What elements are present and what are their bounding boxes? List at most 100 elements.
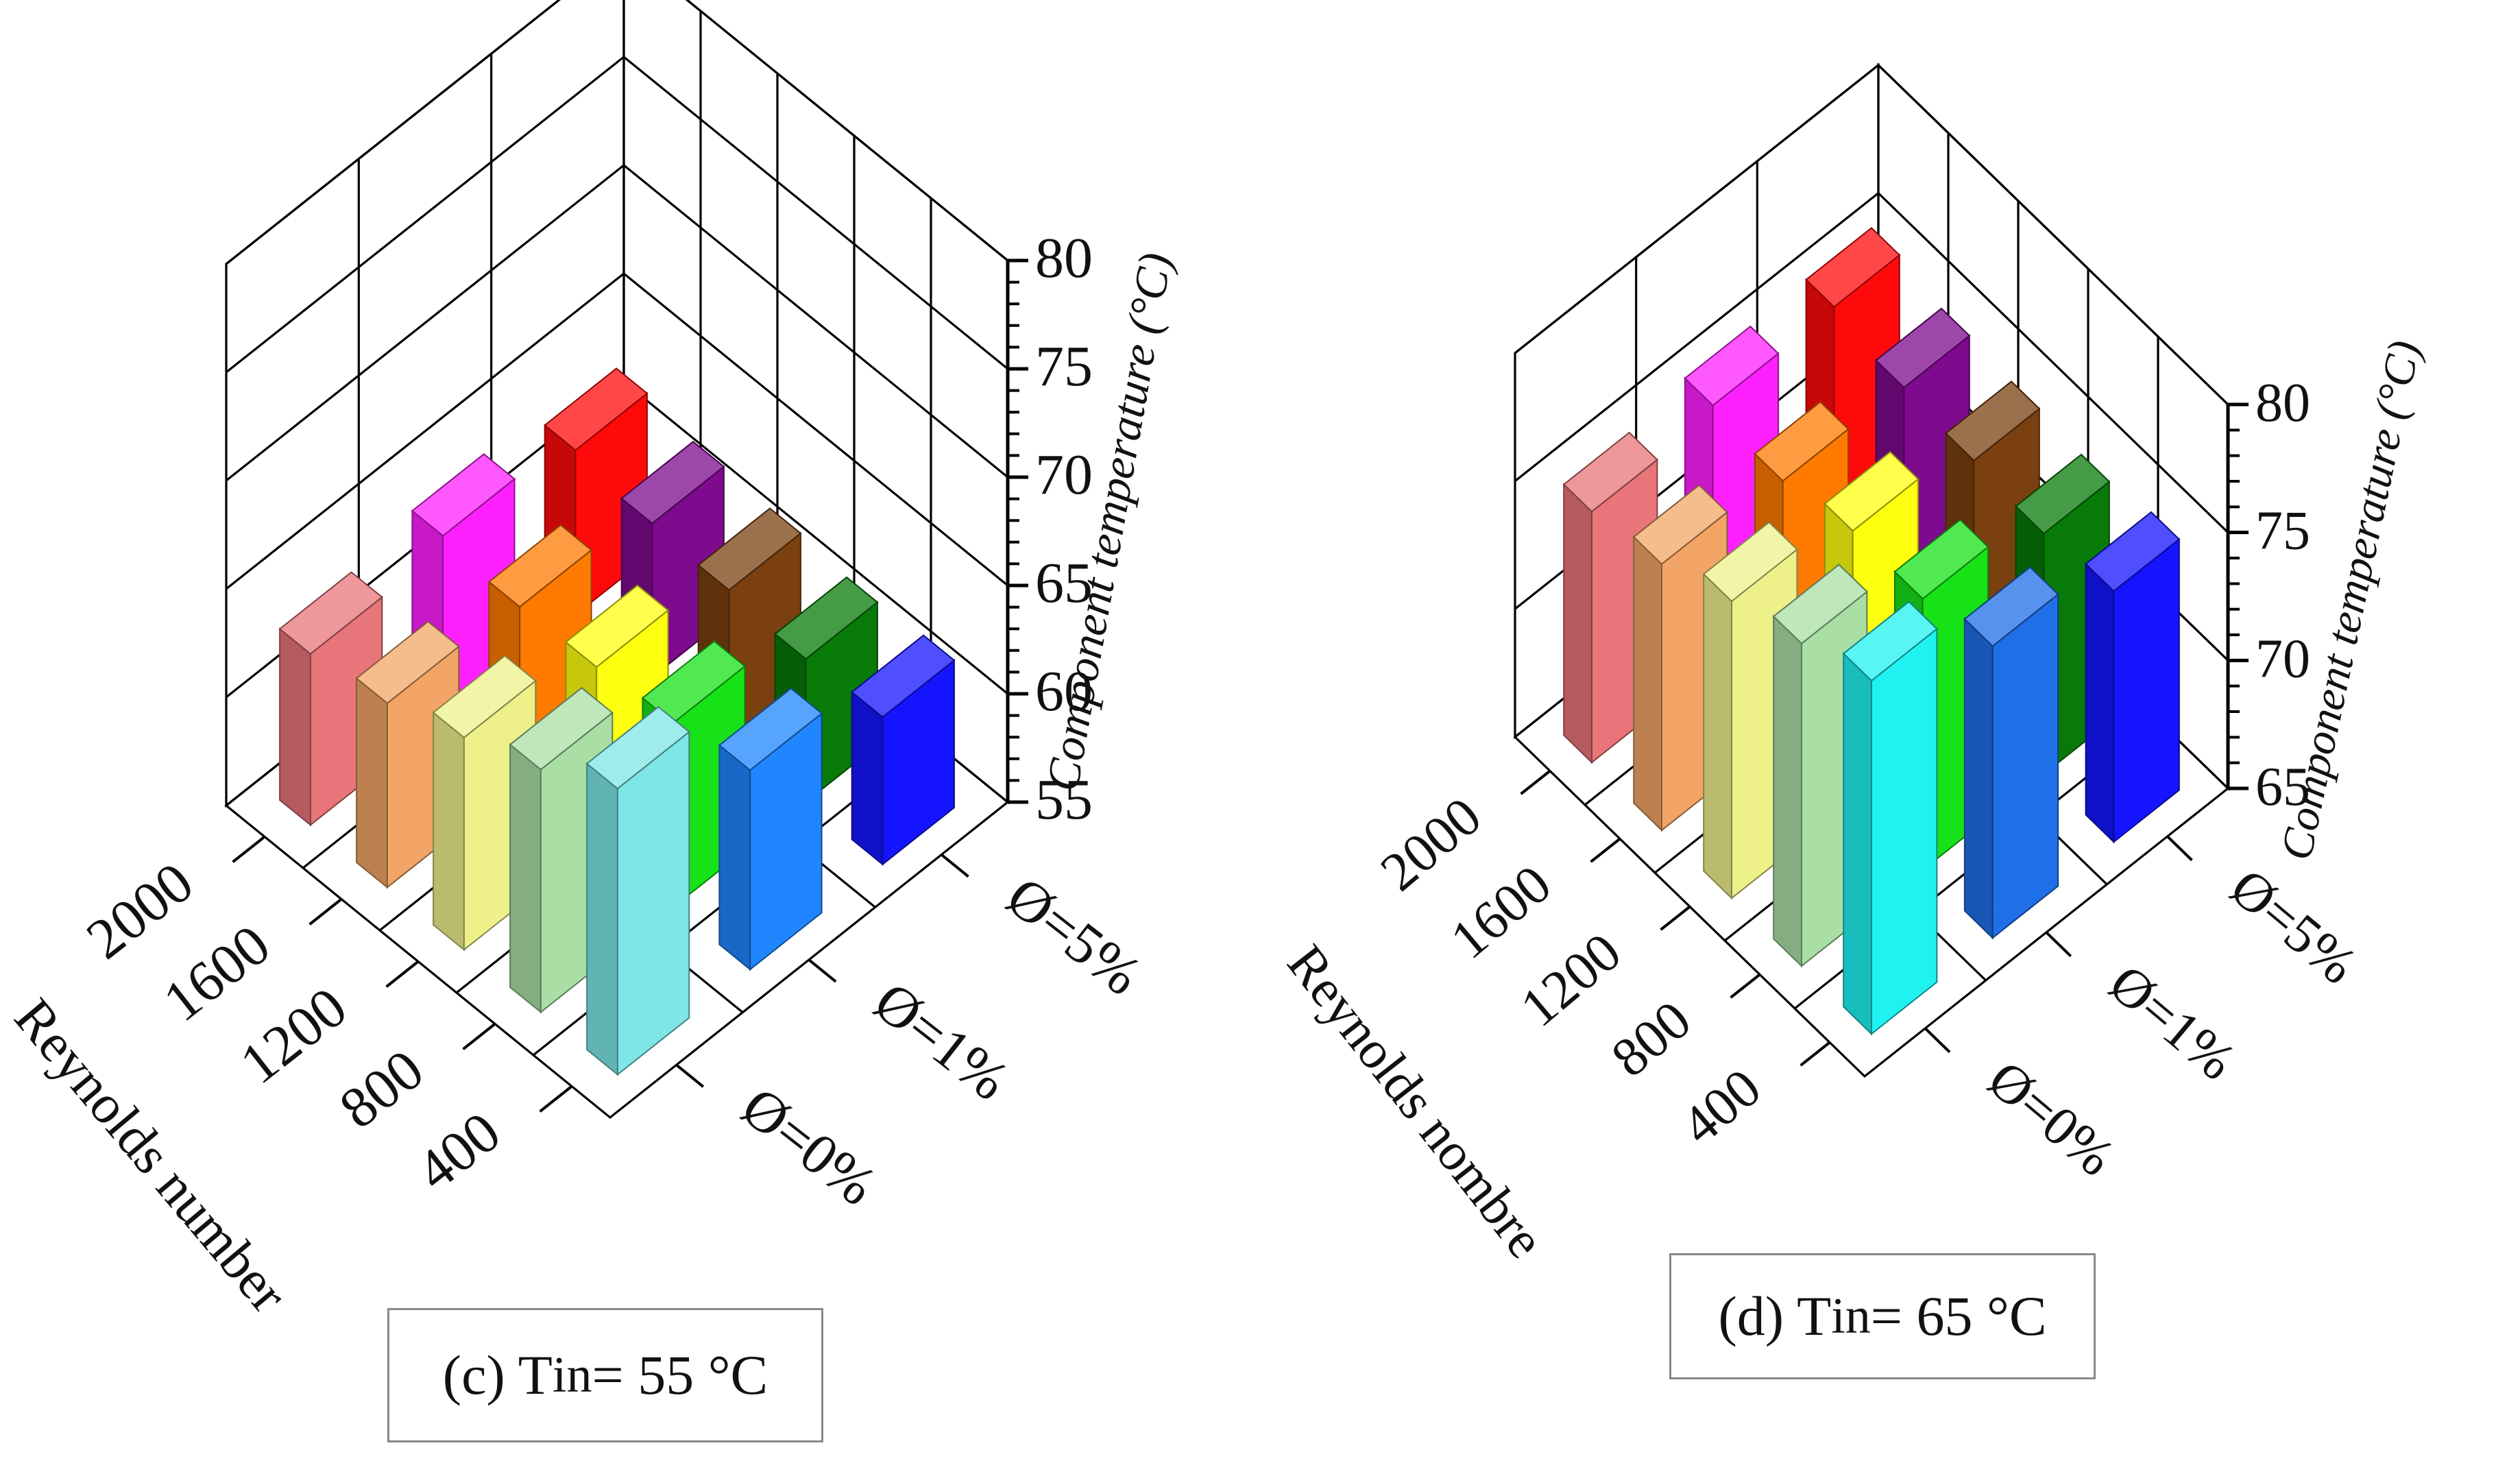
- reynolds-tick: [462, 1022, 496, 1050]
- caption-d-prefix: (d) T: [1718, 1285, 1832, 1347]
- reynolds-tick-label: 1600: [152, 912, 282, 1034]
- bar-face-top: [2015, 453, 2111, 535]
- bar-face-top: [697, 507, 802, 591]
- bar-face-top: [774, 576, 879, 660]
- z-tick-label: 55: [1035, 768, 1093, 832]
- bar-face-top: [432, 655, 537, 739]
- reynolds-tick-label: 1600: [1440, 854, 1562, 970]
- phi-tick: [808, 958, 837, 983]
- bar-face-left: [433, 711, 465, 952]
- z-tick-label: 75: [1035, 335, 1093, 398]
- bar-face-top: [1963, 566, 2059, 647]
- bar-face-top: [641, 640, 747, 724]
- z-tick-label: 70: [2255, 629, 2310, 689]
- reynolds-tick: [1590, 837, 1621, 863]
- bar-1pct-re-400: [1963, 566, 2059, 940]
- bar-face-top: [1632, 484, 1728, 566]
- bar-face-right: [1871, 627, 1938, 1036]
- bar-face-top: [278, 571, 383, 655]
- z-tick-label: 80: [2255, 373, 2310, 433]
- phi-tick-label: Ø=5%: [2219, 858, 2368, 996]
- bar-face-top: [851, 634, 956, 718]
- bar-face-top: [564, 584, 670, 668]
- bar-face-left: [2085, 562, 2115, 844]
- bar-face-top: [1754, 400, 1850, 482]
- phi-tick: [2045, 931, 2072, 958]
- bar-face-top: [487, 524, 593, 608]
- z-tick-label: 65: [1035, 551, 1093, 615]
- bar-5pct-re-400: [851, 634, 956, 866]
- bar-face-left: [586, 762, 618, 1076]
- reynolds-axis-title: Reynolds nombre: [1276, 934, 1557, 1269]
- phi-tick-label: Ø=0%: [1976, 1050, 2125, 1188]
- bar-face-top: [1893, 518, 1989, 600]
- phi-tick: [941, 854, 969, 878]
- bar-0pct-re-400: [585, 705, 690, 1076]
- bar-face-top: [1772, 564, 1868, 645]
- bar-face-left: [1963, 617, 1994, 940]
- bar-face-top: [1562, 431, 1658, 513]
- reynolds-tick: [308, 897, 343, 926]
- bar-face-left: [279, 627, 311, 827]
- caption-c-sub: in: [552, 1346, 592, 1403]
- z-gridline: [226, 55, 1009, 374]
- phi-tick-label: Ø=0%: [730, 1075, 888, 1218]
- bar-face-top: [1805, 227, 1901, 308]
- phi-tick: [1924, 1027, 1951, 1054]
- bar-face-top: [1684, 325, 1780, 407]
- phi-tick: [675, 1063, 705, 1088]
- bar-face-right: [2113, 537, 2180, 844]
- bar-face-left: [1703, 572, 1732, 900]
- z-tick-label: 80: [1035, 226, 1093, 290]
- caption-c-suffix: = 55 °C: [592, 1344, 768, 1406]
- bar-face-left: [1563, 483, 1592, 764]
- bar-face-left: [718, 743, 751, 971]
- reynolds-tick-label: 2000: [1370, 786, 1492, 902]
- bar-face-top: [1842, 601, 1938, 682]
- bar-face-top: [355, 620, 460, 705]
- bar-face-left: [1773, 614, 1802, 968]
- reynolds-tick: [232, 835, 266, 863]
- bar-face-top: [620, 440, 725, 524]
- bar-0pct-re-400: [1842, 601, 1938, 1036]
- reynolds-tick: [1660, 905, 1691, 931]
- z-tick-label: 75: [2255, 501, 2310, 561]
- bar-face-top: [718, 687, 823, 771]
- caption-d-suffix: = 65 °C: [1870, 1285, 2047, 1347]
- reynolds-tick: [385, 960, 420, 988]
- z-axis-title: Component temperature (°C): [1036, 249, 1182, 795]
- bars: [278, 367, 956, 1076]
- bar-face-right: [616, 730, 690, 1076]
- bar-5pct-re-400: [2085, 511, 2181, 844]
- caption-c-prefix: (c) T: [442, 1344, 553, 1406]
- reynolds-tick: [1520, 769, 1551, 795]
- bar-1pct-re-400: [718, 687, 823, 971]
- reynolds-tick: [1730, 973, 1761, 999]
- phi-tick-label: Ø=5%: [995, 864, 1153, 1008]
- bar-face-top: [1702, 521, 1798, 603]
- reynolds-tick-label: 1200: [1510, 921, 1632, 1038]
- z-gridline: [226, 0, 1009, 265]
- reynolds-tick-label: 400: [1671, 1057, 1772, 1157]
- phi-tick: [2166, 835, 2193, 862]
- reynolds-tick: [1800, 1041, 1831, 1067]
- z-tick-label: 70: [1035, 443, 1093, 507]
- bar-face-top: [544, 367, 649, 451]
- reynolds-tick-label: 400: [405, 1100, 513, 1203]
- bar-face-top: [585, 705, 690, 790]
- bar-face-top: [1824, 450, 1919, 532]
- bar-face-top: [1945, 380, 2041, 462]
- bar-face-right: [1991, 592, 2059, 940]
- reynolds-tick-label: 2000: [75, 850, 205, 971]
- phi-tick-label: Ø=1%: [862, 969, 1021, 1113]
- reynolds-tick-label: 1200: [228, 975, 359, 1096]
- bar-face-left: [1633, 535, 1662, 832]
- bar-face-top: [2085, 511, 2181, 592]
